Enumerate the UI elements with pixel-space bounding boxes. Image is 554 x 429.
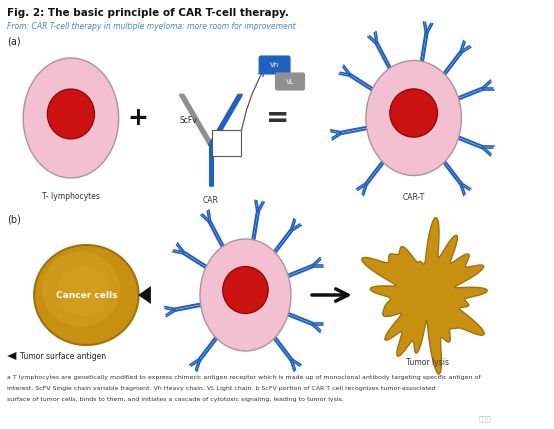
Text: Cancer cells: Cancer cells bbox=[55, 290, 117, 299]
Text: CAR: CAR bbox=[203, 196, 219, 205]
Ellipse shape bbox=[390, 89, 438, 137]
Text: surface of tumor cells, binds to them, and initiates a cascade of cytotoxic sign: surface of tumor cells, binds to them, a… bbox=[7, 397, 344, 402]
Text: T- lymphocytes: T- lymphocytes bbox=[42, 192, 100, 201]
Text: VL: VL bbox=[286, 79, 294, 85]
Text: =: = bbox=[265, 104, 289, 132]
Polygon shape bbox=[7, 352, 17, 360]
Polygon shape bbox=[362, 218, 488, 374]
Text: (b): (b) bbox=[7, 215, 21, 225]
FancyBboxPatch shape bbox=[259, 56, 290, 74]
Text: Vh: Vh bbox=[270, 62, 279, 68]
Ellipse shape bbox=[200, 239, 291, 351]
Ellipse shape bbox=[47, 89, 95, 139]
Ellipse shape bbox=[34, 245, 138, 345]
Text: From: CAR T-cell therapy in multiple myeloma: more room for improvement: From: CAR T-cell therapy in multiple mye… bbox=[7, 22, 296, 31]
FancyBboxPatch shape bbox=[275, 73, 305, 90]
Text: Tumor lysis: Tumor lysis bbox=[406, 358, 449, 367]
Ellipse shape bbox=[223, 266, 268, 314]
Text: ScFv: ScFv bbox=[179, 116, 197, 125]
Text: Tumor surface antigen: Tumor surface antigen bbox=[20, 352, 106, 361]
Text: CAR-T: CAR-T bbox=[403, 193, 425, 202]
Polygon shape bbox=[138, 286, 151, 304]
Ellipse shape bbox=[23, 58, 119, 178]
Ellipse shape bbox=[42, 251, 120, 326]
Text: 药启程: 药启程 bbox=[478, 415, 491, 422]
Text: a T lymphocytes are genetically modified to express chimeric antigen receptor wh: a T lymphocytes are genetically modified… bbox=[7, 375, 481, 380]
Text: interest. ScFV Single chain variable fragment. Vh Heavy chain. VL Light chain. b: interest. ScFV Single chain variable fra… bbox=[7, 386, 436, 391]
Text: Fig. 2: The basic principle of CAR T-cell therapy.: Fig. 2: The basic principle of CAR T-cel… bbox=[7, 8, 289, 18]
Ellipse shape bbox=[57, 266, 109, 316]
Ellipse shape bbox=[366, 60, 461, 175]
Text: (a): (a) bbox=[7, 37, 21, 47]
FancyBboxPatch shape bbox=[212, 130, 241, 156]
Text: +: + bbox=[128, 106, 148, 130]
